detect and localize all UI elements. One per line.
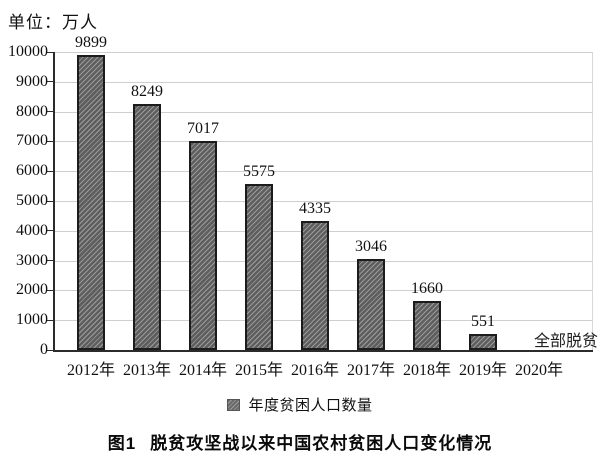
y-axis-label: 8000	[16, 102, 48, 120]
y-axis-label: 7000	[16, 132, 48, 150]
y-axis-label: 9000	[16, 72, 48, 90]
y-axis-label: 3000	[16, 251, 48, 269]
figure-number: 图1	[107, 434, 137, 453]
bar	[413, 300, 441, 350]
y-axis-tick	[47, 170, 53, 172]
y-axis-tick	[47, 289, 53, 291]
bar	[469, 333, 497, 350]
y-axis-tick	[47, 111, 53, 113]
bar	[133, 104, 161, 350]
x-axis-label: 2018年	[402, 362, 451, 379]
gridline	[55, 201, 593, 202]
bar-value-label: 5575	[243, 162, 275, 180]
legend-label: 年度贫困人口数量	[248, 398, 373, 414]
bar	[189, 140, 217, 350]
x-axis	[53, 350, 593, 352]
gridline	[55, 52, 593, 53]
bar-value-label: 1660	[411, 279, 443, 297]
y-axis-tick	[47, 230, 53, 232]
bar-value-label: 3046	[355, 238, 387, 256]
unit-label: 单位：万人	[8, 13, 98, 32]
bar-value-label: 7017	[187, 119, 219, 137]
y-axis-label: 2000	[16, 281, 48, 299]
y-axis-label: 5000	[16, 192, 48, 209]
gridline	[55, 141, 593, 143]
gridline	[55, 171, 593, 173]
y-axis-tick	[47, 260, 53, 262]
gridline	[55, 81, 593, 83]
gridline	[55, 111, 593, 113]
y-axis-label: 6000	[16, 162, 48, 180]
x-axis-label: 2019年	[458, 362, 507, 379]
plot-area: 全部脱贫 0 1000 2000 3000 4000 5000 6000 7000 8000 90…	[8, 34, 598, 379]
legend: 年度贫困人口数量	[0, 394, 600, 415]
x-axis-label: 2016年	[290, 362, 339, 379]
y-axis-tick	[47, 349, 53, 351]
y-axis-tick	[47, 319, 53, 321]
bar	[357, 259, 385, 350]
figure-caption: 图1 脱贫攻坚战以来中国农村贫困人口变化情况	[0, 429, 600, 454]
bar-value-label: 8249	[131, 83, 163, 101]
x-axis-label: 2020年	[514, 362, 563, 379]
y-axis-label: 0	[40, 341, 48, 358]
x-axis-label: 2014年	[178, 362, 227, 379]
bar-value-label: 4335	[299, 199, 331, 217]
y-axis	[53, 52, 55, 352]
legend-swatch-icon	[227, 398, 241, 411]
annotation-all-lifted-out-of-poverty: 全部脱贫	[533, 333, 598, 350]
x-axis-label: 2017年	[346, 362, 395, 379]
bar	[77, 55, 105, 350]
y-axis-label: 4000	[16, 221, 48, 239]
bar	[301, 220, 329, 350]
figure-title: 脱贫攻坚战以来中国农村贫困人口变化情况	[150, 434, 493, 453]
x-axis-label: 2015年	[234, 362, 283, 379]
y-axis-tick	[47, 81, 53, 83]
bar	[245, 183, 273, 350]
x-axis-label: 2012年	[66, 362, 115, 379]
y-axis-tick	[47, 200, 53, 202]
bar-value-label: 551	[471, 312, 495, 330]
y-axis-tick	[47, 140, 53, 142]
bar-value-label: 9899	[75, 34, 107, 52]
y-axis-label: 1000	[16, 311, 48, 329]
y-axis-label: 10000	[8, 43, 48, 60]
x-axis-label: 2013年	[122, 362, 171, 379]
y-axis-tick	[47, 51, 53, 53]
